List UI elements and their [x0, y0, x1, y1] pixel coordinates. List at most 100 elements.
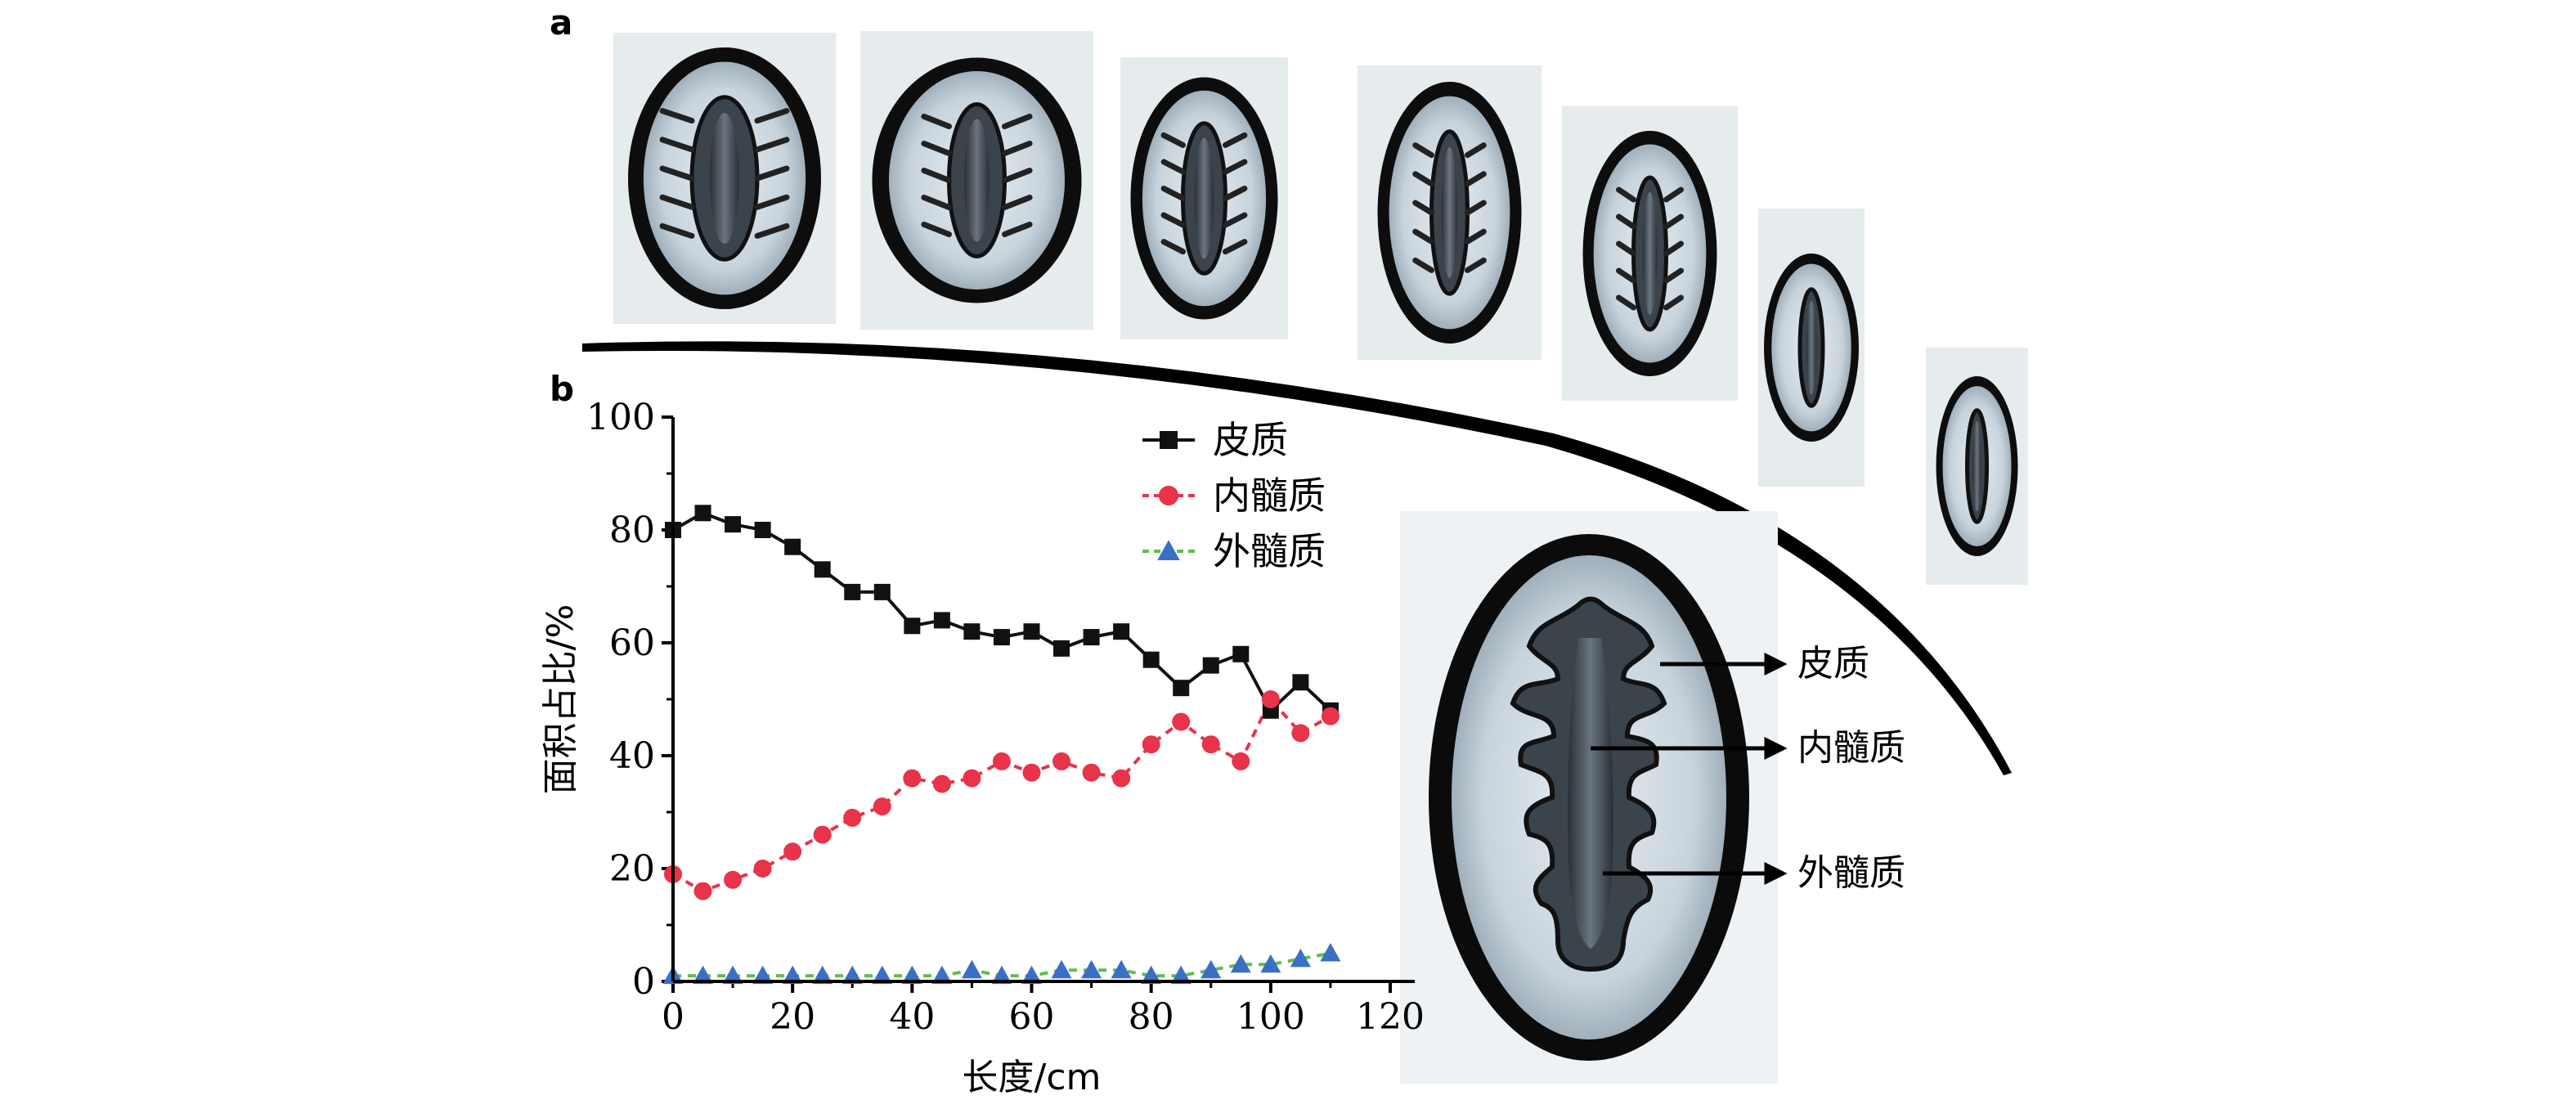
series-lines — [672, 511, 1332, 978]
cortex-marker — [844, 583, 861, 600]
inner-medulla-line — [672, 696, 1331, 893]
cortex-marker — [1173, 680, 1190, 697]
panel-a-label: a — [550, 2, 572, 43]
medulla-arm — [921, 195, 952, 210]
outer-medulla-marker — [1320, 943, 1341, 962]
inner-medulla-marker — [1291, 724, 1310, 743]
outer-medulla-marker — [1021, 965, 1042, 985]
inner-medulla-marker — [1142, 735, 1160, 754]
cortex-marker — [694, 505, 711, 522]
inner-medulla-marker — [963, 769, 981, 788]
outer-medulla-marker — [752, 965, 774, 985]
outer-medulla-marker — [901, 965, 922, 985]
cortex-marker — [993, 629, 1010, 646]
medulla-arm — [1002, 141, 1033, 156]
medulla-arm — [1002, 222, 1033, 237]
outer-medulla-marker — [872, 965, 893, 985]
x-tick-label: 40 — [889, 996, 935, 1038]
medulla-arm — [1223, 186, 1248, 201]
inset-label-cortex: 皮质 — [1797, 643, 1869, 685]
cortex-marker — [814, 561, 831, 578]
medulla-arm — [1616, 186, 1636, 203]
medulla-arm — [1616, 240, 1636, 257]
inner-medulla-marker — [813, 825, 832, 844]
x-tick-label: 60 — [1009, 996, 1055, 1038]
medulla-arm — [1616, 267, 1636, 284]
medulla-arm — [1663, 240, 1684, 257]
inner-medulla-marker — [724, 870, 743, 889]
medulla-arm — [1465, 200, 1487, 216]
inner-medulla-marker — [1261, 690, 1280, 708]
cortex-marker — [904, 617, 921, 635]
outer-medulla-marker — [1170, 965, 1192, 985]
cortex-marker — [784, 538, 801, 555]
medulla-arm — [1663, 186, 1684, 203]
medulla-arm — [1002, 114, 1033, 129]
medulla-arm — [1160, 186, 1186, 201]
outer-medulla-marker — [961, 959, 982, 979]
medulla-arm — [1465, 257, 1487, 273]
inner-medulla-marker — [753, 860, 772, 878]
medulla-arm — [1465, 171, 1487, 187]
section-core — [1806, 300, 1817, 395]
medulla-arm — [1412, 200, 1434, 216]
medulla-arm — [659, 222, 695, 239]
medulla-arm — [1465, 142, 1487, 159]
cortex-marker — [1142, 651, 1160, 668]
outer-medulla-marker — [991, 965, 1012, 985]
arrow-icon — [1764, 652, 1788, 676]
y-tick-label: 40 — [609, 735, 655, 777]
inner-medulla-marker — [783, 842, 802, 861]
legend-label: 外髓质 — [1213, 529, 1326, 573]
medulla-arm — [1223, 132, 1248, 148]
medulla-arm — [1663, 267, 1684, 284]
outer-medulla-marker — [931, 965, 953, 985]
medulla-arm — [1223, 159, 1248, 175]
inner-medulla-marker — [1172, 712, 1191, 731]
cortex-marker — [1053, 640, 1070, 657]
cross-section-photo — [1120, 57, 1288, 339]
outer-medulla-marker — [841, 965, 863, 985]
legend-marker — [1160, 431, 1178, 449]
medulla-arm — [659, 165, 695, 182]
enlarged-cross-section: 皮质 内髓质 外髓质 — [1400, 511, 1905, 1084]
arrow-icon — [1764, 736, 1788, 761]
inset-label-inner-medulla: 内髓质 — [1797, 727, 1905, 769]
medulla-arm — [1160, 212, 1186, 228]
outer-medulla-marker — [1290, 948, 1311, 968]
cross-section-photo — [860, 31, 1093, 330]
medulla-arm — [754, 194, 790, 210]
cortex-marker — [873, 583, 891, 600]
inner-medulla-marker — [932, 774, 951, 793]
legend-label: 内髓质 — [1213, 474, 1326, 518]
cortex-marker — [963, 623, 981, 640]
medulla-arm — [1663, 213, 1684, 230]
medulla-arm — [754, 222, 790, 239]
area-ratio-chart: 0 20 40 60 80 100 120 0 20 40 60 80 100 长度/cm 面积占比/%… — [540, 397, 1425, 1098]
medulla-arm — [1465, 228, 1487, 245]
inner-medulla-marker — [873, 797, 891, 816]
cross-section-photo — [1926, 348, 2028, 585]
medulla-arm — [1223, 239, 1248, 255]
medulla-arm — [754, 137, 790, 153]
cortex-marker — [1113, 623, 1130, 640]
outer-medulla-marker — [1230, 954, 1251, 973]
cross-section-photo — [1758, 209, 1865, 487]
x-tick-label: 120 — [1356, 996, 1425, 1038]
series-markers — [662, 505, 1341, 985]
inner-medulla-marker — [1321, 707, 1340, 725]
medulla-arm — [1160, 239, 1186, 255]
outer-medulla-marker — [1200, 959, 1222, 979]
cortex-marker — [754, 522, 771, 538]
x-tick-label: 20 — [770, 996, 815, 1038]
outer-medulla-marker — [812, 965, 833, 985]
cortex-marker — [1023, 623, 1040, 640]
medulla-arm — [1223, 212, 1248, 228]
section-core — [710, 113, 739, 244]
cross-section-photo — [1562, 106, 1738, 401]
x-axis-label: 长度/cm — [963, 1057, 1102, 1098]
y-tick-label: 80 — [609, 510, 655, 551]
panel-b-label: b — [550, 369, 574, 409]
